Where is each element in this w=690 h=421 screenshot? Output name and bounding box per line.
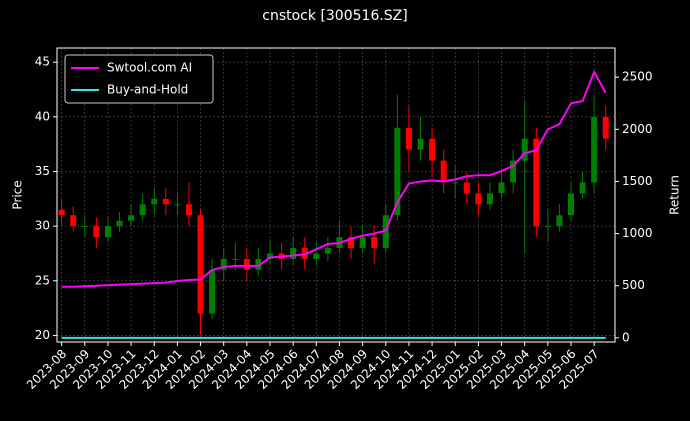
candle-body	[533, 138, 540, 227]
y2-tick-label: 2000	[622, 122, 653, 136]
candle-body	[290, 248, 297, 259]
candle-body	[510, 160, 517, 183]
candle-body	[104, 226, 111, 238]
candle-body	[185, 204, 192, 216]
return-line	[61, 69, 607, 288]
candle-body	[359, 237, 366, 249]
candle-body	[498, 182, 505, 194]
candle-body	[475, 193, 482, 205]
candle-body	[394, 127, 401, 216]
candle-body	[324, 248, 331, 254]
candle-body	[174, 204, 181, 206]
candle-body	[579, 182, 586, 194]
candle-body	[116, 220, 123, 227]
y-tick-label: 45	[35, 55, 50, 69]
candle-body	[70, 215, 77, 227]
candle-body	[486, 193, 493, 205]
candle-body	[267, 253, 274, 259]
candle-body	[463, 182, 470, 194]
candle-body	[93, 226, 100, 238]
candle-body	[220, 258, 227, 270]
candle-body	[602, 116, 609, 139]
candle-body	[209, 269, 216, 314]
chart-title: cnstock [300516.SZ]	[262, 8, 407, 24]
candle-body	[591, 116, 598, 183]
candle-body	[452, 182, 459, 184]
candle-body	[81, 226, 88, 228]
candle-body	[429, 138, 436, 161]
legend-box	[64, 54, 214, 104]
candle-body	[371, 237, 378, 249]
y-tick-label: 40	[35, 109, 50, 123]
legend-label: Buy-and-Hold	[107, 83, 188, 97]
y-tick-label: 35	[35, 164, 50, 178]
candle-body	[197, 215, 204, 314]
y2-axis-label: Return	[668, 175, 682, 215]
candle-body	[544, 226, 551, 228]
y-tick-label: 20	[35, 328, 50, 342]
y2-tick-label: 2500	[622, 70, 653, 84]
y2-tick-label: 0	[622, 330, 630, 344]
candle-body	[139, 204, 146, 216]
candle-body	[348, 237, 355, 249]
candle-body	[255, 258, 262, 270]
candle-body	[521, 138, 528, 161]
y-axis-label: Price	[11, 180, 25, 209]
y-tick-label: 30	[35, 219, 50, 233]
legend-label: Swtool.com AI	[107, 61, 192, 75]
candle-body	[568, 193, 575, 216]
candle-body	[417, 138, 424, 150]
candle-body	[232, 258, 239, 260]
candle-body	[313, 253, 320, 259]
candle-body	[243, 258, 250, 270]
candle-body	[58, 209, 65, 216]
candle-body	[162, 198, 169, 205]
y2-tick-label: 1000	[622, 226, 653, 240]
candle-body	[151, 198, 158, 205]
candle-body	[382, 215, 389, 249]
candle-body	[128, 215, 135, 221]
y2-tick-label: 500	[622, 278, 645, 292]
candle-body	[440, 160, 447, 183]
plot-frame	[56, 47, 616, 343]
candle-body	[405, 127, 412, 150]
y-tick-label: 25	[35, 273, 50, 287]
candle-body	[556, 215, 563, 227]
y2-tick-label: 1500	[622, 174, 653, 188]
